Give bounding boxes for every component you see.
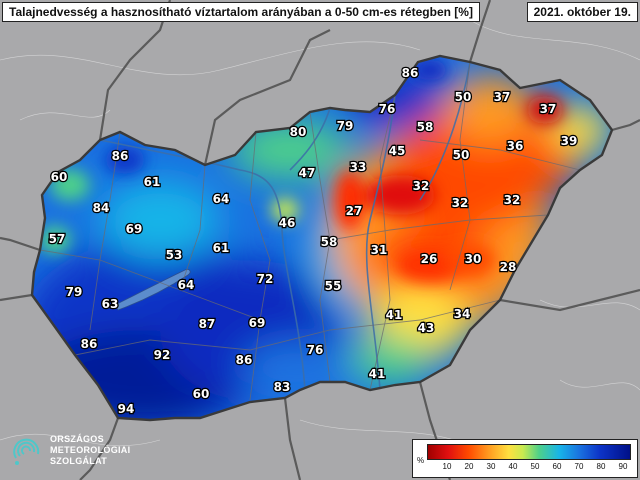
value-label: 28 [500,260,517,274]
value-label: 79 [66,285,83,299]
rivers [99,61,471,391]
value-label: 31 [371,243,388,257]
value-labels: 86 50 37 37 76 80 79 58 36 39 45 50 33 4… [47,65,578,418]
value-label: 26 [421,252,438,266]
value-label: 58 [321,235,338,249]
omsz-logo: ORSZÁGOS METEOROLÓGIAI SZOLGÁLAT [8,428,138,476]
value-label: 55 [325,279,342,293]
logo-line-3: SZOLGÁLAT [50,456,108,466]
lake-balaton [114,269,191,311]
value-label: 32 [452,196,469,210]
value-label: 79 [337,119,354,133]
value-label: 30 [465,252,482,266]
value-label: 76 [379,102,396,116]
value-label: 86 [402,66,419,80]
value-label: 50 [455,90,472,104]
value-label: 58 [417,120,434,134]
value-label: 69 [126,222,143,236]
value-label: 34 [454,307,471,321]
value-label: 39 [561,134,578,148]
value-label: 60 [193,387,210,401]
value-label: 46 [279,216,296,230]
value-label: 80 [290,125,307,139]
value-label: 33 [350,160,367,174]
legend-tick: 10 [442,462,452,471]
value-label: 57 [49,232,66,246]
legend-tick: 50 [530,462,540,471]
county-borders [39,61,581,401]
legend-tick: 90 [618,462,628,471]
value-label: 41 [386,308,403,322]
value-label: 32 [413,179,430,193]
value-label: 92 [154,348,171,362]
map-date: 2021. október 19. [526,2,638,22]
value-label: 61 [213,241,230,255]
legend-tick: 30 [486,462,496,471]
legend-tick: 70 [574,462,584,471]
value-label: 86 [236,353,253,367]
legend-colorbar [427,444,631,460]
legend-unit: % [417,456,425,465]
legend-tick: 60 [552,462,562,471]
value-label: 45 [389,144,406,158]
value-label: 32 [504,193,521,207]
logo-line-2: METEOROLÓGIAI [50,445,131,455]
map-title: Talajnedvesség a hasznosítható víztartal… [2,2,480,22]
legend-tick: 20 [464,462,474,471]
color-legend: % 10 20 30 40 50 60 70 80 90 [412,439,638,478]
value-label: 86 [81,337,98,351]
value-label: 60 [51,170,68,184]
value-label: 72 [257,272,274,286]
value-label: 87 [199,317,216,331]
value-label: 61 [144,175,161,189]
value-label: 86 [112,149,129,163]
value-label: 64 [178,278,195,292]
logo-icon [13,438,40,465]
value-label: 76 [307,343,324,357]
value-label: 50 [453,148,470,162]
value-label: 27 [346,204,363,218]
value-label: 64 [213,192,230,206]
value-label: 37 [540,102,557,116]
value-label: 47 [299,166,316,180]
value-label: 37 [494,90,511,104]
value-label: 69 [249,316,266,330]
value-label: 63 [102,297,119,311]
value-label: 36 [507,139,524,153]
value-label: 41 [369,367,386,381]
legend-ticks: 10 20 30 40 50 60 70 80 90 [427,462,629,474]
hungary-border [30,54,614,422]
value-label: 83 [274,380,291,394]
value-label: 43 [418,321,435,335]
legend-tick: 40 [508,462,518,471]
value-label: 94 [118,402,135,416]
value-label: 84 [93,201,110,215]
legend-tick: 80 [596,462,606,471]
value-label: 53 [166,248,183,262]
logo-line-1: ORSZÁGOS [50,434,104,444]
